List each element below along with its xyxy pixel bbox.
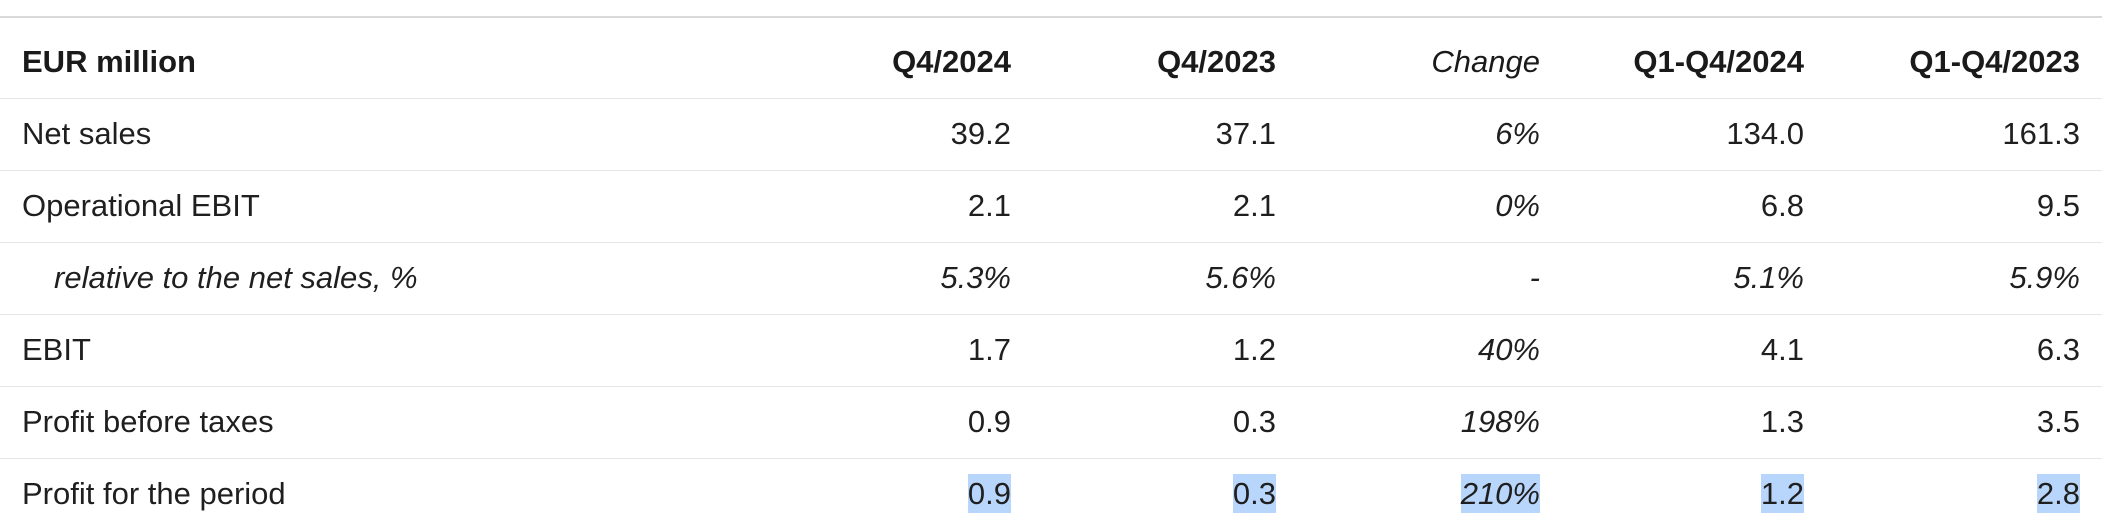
- cell-q4-2023: 1.2: [1033, 314, 1298, 387]
- cell-q1-q4-2024: 6.8: [1562, 170, 1826, 243]
- row-label: Profit before taxes: [0, 386, 768, 459]
- table-header-row: EUR million Q4/2024 Q4/2023 Change Q1-Q4…: [0, 26, 2102, 99]
- cell-q1-q4-2024: 5.1%: [1562, 242, 1826, 315]
- header-change: Change: [1298, 26, 1562, 99]
- cell-q1-q4-2024: 134.0: [1562, 98, 1826, 171]
- cell-q4-2023: 37.1: [1033, 98, 1298, 171]
- header-q1-q4-2023: Q1-Q4/2023: [1826, 26, 2102, 99]
- cell-q1-q4-2024: 1.3: [1562, 386, 1826, 459]
- table-row-net-sales: Net sales 39.2 37.1 6% 134.0 161.3: [0, 98, 2102, 171]
- cell-q1-q4-2023: 6.3: [1826, 314, 2102, 387]
- cell-q4-2024: 5.3%: [768, 242, 1033, 315]
- cell-change: 198%: [1298, 386, 1562, 459]
- selected-text[interactable]: 210%: [1460, 474, 1540, 514]
- cell-q1-q4-2024: 4.1: [1562, 314, 1826, 387]
- table-row-operational-ebit: Operational EBIT 2.1 2.1 0% 6.8 9.5: [0, 170, 2102, 243]
- table-row-profit-before-taxes: Profit before taxes 0.9 0.3 198% 1.3 3.5: [0, 386, 2102, 459]
- row-label: Net sales: [0, 98, 768, 171]
- cell-q4-2024: 2.1: [768, 170, 1033, 243]
- top-divider: [0, 16, 2102, 18]
- selected-text[interactable]: 1.2: [1760, 474, 1804, 514]
- cell-q1-q4-2024[interactable]: 1.2: [1562, 458, 1826, 530]
- cell-q1-q4-2023: 3.5: [1826, 386, 2102, 459]
- cell-q1-q4-2023[interactable]: 2.8: [1826, 458, 2102, 530]
- table-row-profit-for-period: Profit for the period 0.9 0.3 210% 1.2 2…: [0, 458, 2102, 530]
- header-q4-2023: Q4/2023: [1033, 26, 1298, 99]
- cell-change: 40%: [1298, 314, 1562, 387]
- cell-q4-2023: 2.1: [1033, 170, 1298, 243]
- row-label: EBIT: [0, 314, 768, 387]
- row-label: Profit for the period: [22, 476, 286, 512]
- row-label: relative to the net sales, %: [0, 242, 768, 315]
- cell-q4-2023: 5.6%: [1033, 242, 1298, 315]
- row-label: Operational EBIT: [0, 170, 768, 243]
- selected-text[interactable]: 0.3: [1232, 474, 1276, 514]
- cell-q4-2024: 39.2: [768, 98, 1033, 171]
- cell-q1-q4-2023: 161.3: [1826, 98, 2102, 171]
- header-q1-q4-2024: Q1-Q4/2024: [1562, 26, 1826, 99]
- cell-q1-q4-2023: 9.5: [1826, 170, 2102, 243]
- cell-q1-q4-2023: 5.9%: [1826, 242, 2102, 315]
- header-label: EUR million: [0, 26, 768, 99]
- cell-change: -: [1298, 242, 1562, 315]
- cell-q4-2024[interactable]: 0.9: [768, 458, 1033, 530]
- financial-table: EUR million Q4/2024 Q4/2023 Change Q1-Q4…: [0, 26, 2102, 530]
- table-row-ebit: EBIT 1.7 1.2 40% 4.1 6.3: [0, 314, 2102, 387]
- selected-text[interactable]: 0.9: [967, 474, 1011, 514]
- table-row-ebit-ratio: relative to the net sales, % 5.3% 5.6% -…: [0, 242, 2102, 315]
- cell-q4-2024: 0.9: [768, 386, 1033, 459]
- cell-change: 6%: [1298, 98, 1562, 171]
- header-q4-2024: Q4/2024: [768, 26, 1033, 99]
- cell-q4-2024: 1.7: [768, 314, 1033, 387]
- cell-q4-2023: 0.3: [1033, 386, 1298, 459]
- cell-change: 0%: [1298, 170, 1562, 243]
- cell-change[interactable]: 210%: [1298, 458, 1562, 530]
- selected-text[interactable]: 2.8: [2036, 474, 2080, 514]
- cell-q4-2023[interactable]: 0.3: [1033, 458, 1298, 530]
